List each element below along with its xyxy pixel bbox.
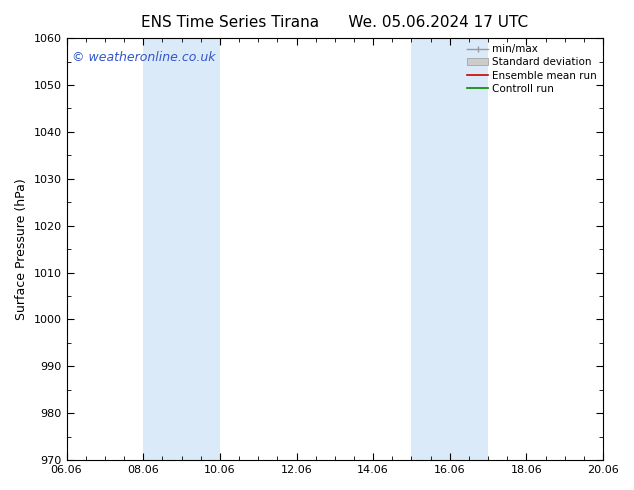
- Legend: min/max, Standard deviation, Ensemble mean run, Controll run: min/max, Standard deviation, Ensemble me…: [463, 40, 601, 98]
- Y-axis label: Surface Pressure (hPa): Surface Pressure (hPa): [15, 178, 28, 320]
- Text: © weatheronline.co.uk: © weatheronline.co.uk: [72, 51, 216, 64]
- Title: ENS Time Series Tirana      We. 05.06.2024 17 UTC: ENS Time Series Tirana We. 05.06.2024 17…: [141, 15, 528, 30]
- Bar: [411, 38, 488, 460]
- Bar: [143, 38, 220, 460]
